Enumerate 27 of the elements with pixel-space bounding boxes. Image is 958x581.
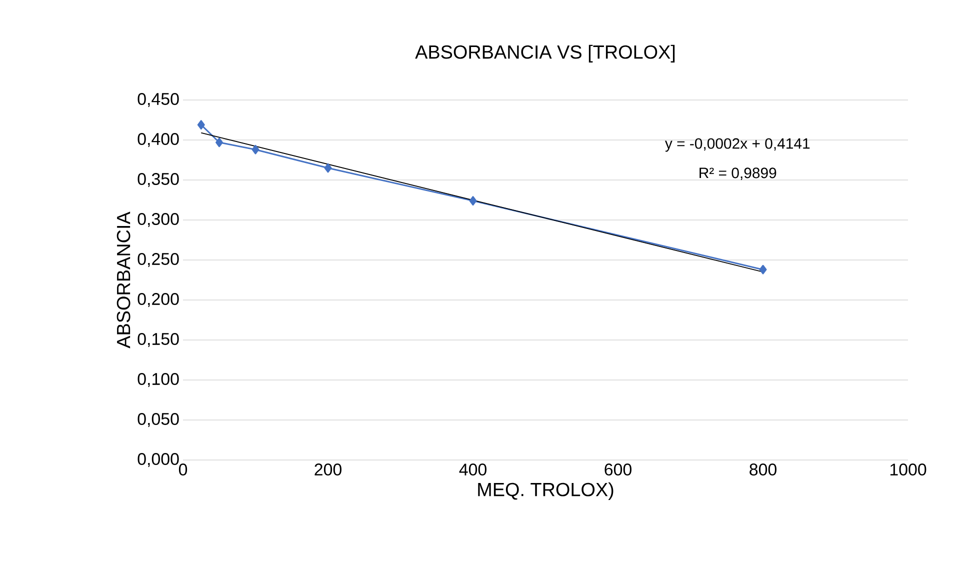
y-tick-label: 0,150 [138, 333, 179, 347]
x-tick-label: 200 [314, 464, 342, 476]
y-tick-label: 0,350 [138, 173, 179, 187]
y-tick-label: 0,250 [138, 253, 179, 267]
y-tick-label: 0,400 [138, 133, 179, 147]
y-tick-label: 0,450 [138, 93, 179, 107]
annotation: y = -0,0002x + 0,4141 [664, 138, 810, 152]
x-tick-label: 0 [178, 464, 188, 476]
y-tick-label: 0,300 [138, 213, 179, 227]
x-axis-title: MEQ. TROLOX) [478, 482, 614, 500]
point [759, 264, 767, 274]
point [469, 196, 477, 206]
point [216, 138, 223, 148]
point [252, 144, 260, 154]
y-tick-label: 0,200 [138, 293, 179, 307]
y-tick-label: 0,100 [138, 373, 179, 387]
annotation: R² = 0,9899 [700, 168, 776, 180]
x-tick-label: 400 [459, 464, 486, 476]
chart-title: ABSORBANCIA VS [TROLOX] [415, 44, 675, 62]
x-tick-label: 1000 [890, 464, 926, 476]
y-tick-label: 0,000 [138, 453, 179, 467]
x-tick-label: 800 [750, 464, 776, 476]
point [197, 120, 205, 130]
y-tick-label: 0,050 [138, 413, 179, 427]
x-tick-label: 600 [604, 464, 632, 476]
y-axis-title: ABSORBANCIA [116, 212, 130, 348]
point [324, 163, 332, 173]
